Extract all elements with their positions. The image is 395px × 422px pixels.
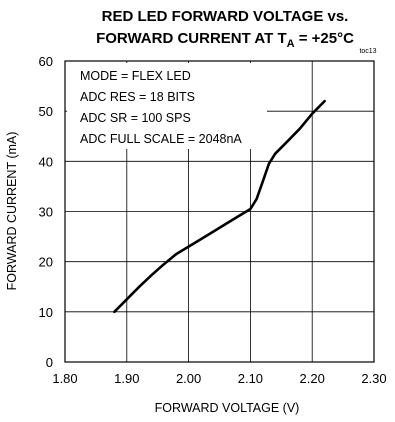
chart-title-line-2-sub: A: [287, 38, 295, 50]
chart-title-line-1: RED LED FORWARD VOLTAGE vs.: [102, 8, 349, 25]
x-tick-label: 2.00: [176, 371, 201, 386]
x-tick-label: 2.10: [238, 371, 263, 386]
plot-frame: [64, 60, 375, 363]
y-tick-label: 40: [39, 154, 53, 169]
y-tick-label: 20: [39, 255, 53, 270]
y-tick-labels: 0 10 20 30 40 50 60: [39, 54, 53, 370]
y-axis-label: FORWARD CURRENT (mA): [5, 132, 19, 291]
figure-tag: toc13: [359, 48, 376, 55]
x-tick-labels: 1.80 1.90 2.00 2.10 2.20 2.30: [52, 371, 386, 386]
y-tick-label: 30: [39, 205, 53, 220]
series-line: [113, 99, 326, 314]
annotation-line: ADC RES = 18 BITS: [80, 90, 195, 104]
annotation-block: MODE = FLEX LED ADC RES = 18 BITS ADC SR =…: [67, 63, 267, 149]
y-tick-label: 60: [39, 54, 53, 69]
annotation-line: ADC FULL SCALE = 2048nA: [80, 132, 242, 146]
x-tick-label: 1.80: [52, 371, 77, 386]
y-tick-label: 0: [46, 355, 53, 370]
annotation-line: MODE = FLEX LED: [80, 69, 191, 83]
annotation-line: ADC SR = 100 SPS: [80, 111, 191, 125]
y-tick-label: 10: [39, 305, 53, 320]
x-tick-label: 2.30: [361, 371, 386, 386]
chart-title-line-2-prefix: FORWARD CURRENT AT T: [96, 30, 287, 47]
x-tick-label: 2.20: [300, 371, 325, 386]
y-tick-label: 50: [39, 104, 53, 119]
x-tick-label: 1.90: [114, 371, 139, 386]
annotation-background: [67, 63, 267, 149]
chart-title-line-2: FORWARD CURRENT AT TA = +25°C: [96, 30, 354, 50]
chart-title-line-2-suffix: = +25°C: [295, 30, 355, 47]
x-axis-label: FORWARD VOLTAGE (V): [155, 401, 300, 415]
